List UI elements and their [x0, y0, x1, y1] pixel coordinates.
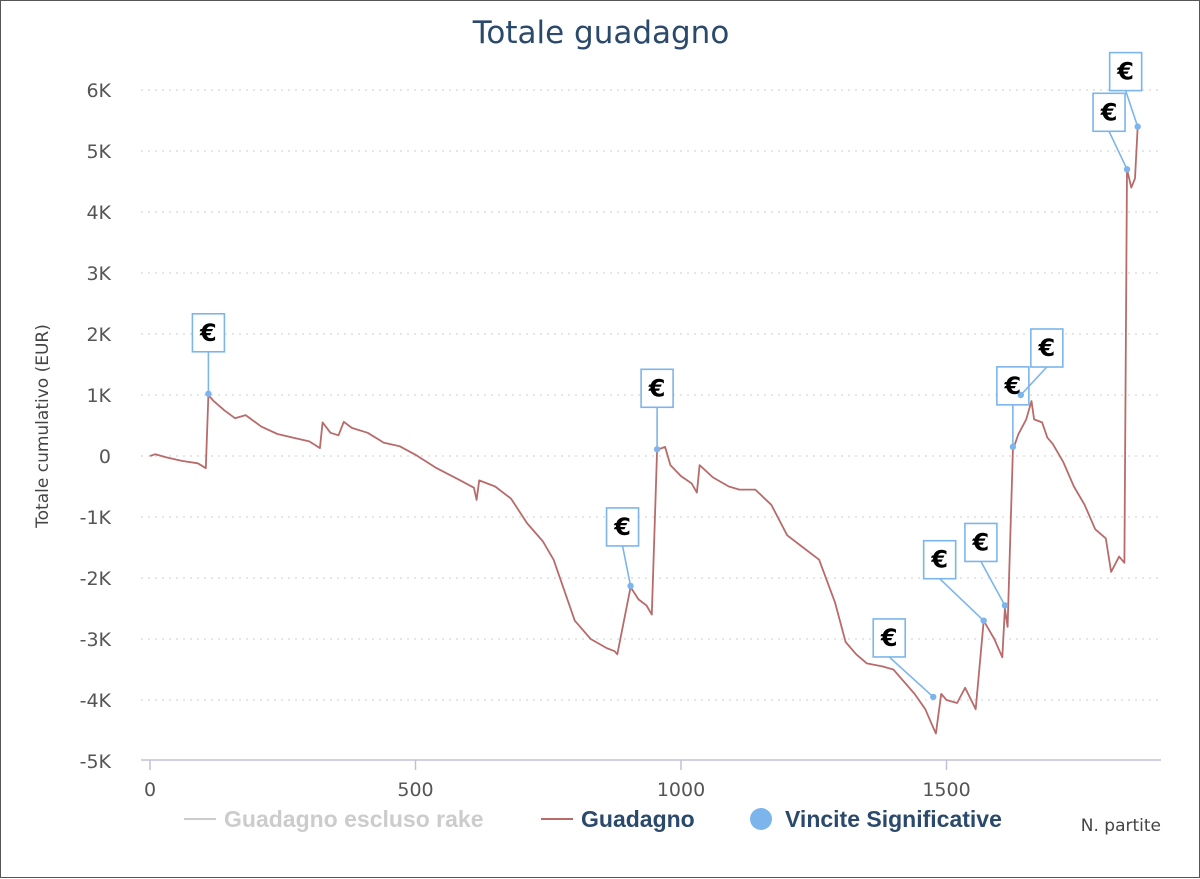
win-flag[interactable]: [1092, 92, 1126, 133]
win-flag[interactable]: [922, 539, 957, 580]
win-flag-label: €: [930, 546, 948, 574]
win-flag-label: €: [1004, 372, 1022, 400]
x-tick-label: 1000: [657, 779, 705, 801]
y-tick-label: 1K: [86, 385, 111, 407]
legend-symbol-dot: [750, 808, 772, 830]
win-point[interactable]: [205, 390, 212, 397]
x-axis-label: N. partite: [1081, 816, 1161, 836]
y-tick-label: 4K: [86, 202, 111, 224]
win-point[interactable]: [1001, 602, 1009, 609]
y-tick-label: 6K: [86, 80, 111, 102]
y-tick-label: -5K: [80, 751, 112, 773]
win-flag-label: €: [880, 624, 898, 652]
win-connector: [939, 578, 985, 622]
win-point[interactable]: [930, 693, 937, 701]
y-tick-label: 2K: [86, 324, 111, 346]
win-point[interactable]: [1134, 123, 1141, 130]
win-flag-label: €: [648, 374, 666, 402]
win-connector: [1108, 130, 1128, 170]
y-tick-label: -1K: [80, 507, 112, 529]
win-point[interactable]: [980, 617, 987, 624]
win-point[interactable]: [627, 582, 634, 590]
y-tick-label: 5K: [86, 141, 111, 163]
y-tick-label: -3K: [80, 629, 112, 651]
win-flag-label: €: [1037, 334, 1055, 362]
legend-item-label[interactable]: Guadagno: [581, 806, 695, 832]
y-axis-label: Totale cumulativo (EUR): [33, 324, 53, 529]
win-flag[interactable]: [872, 618, 907, 658]
legend-item-label[interactable]: Guadagno escluso rake: [224, 806, 483, 832]
win-flag-label: €: [199, 319, 217, 347]
y-tick-label: 0: [99, 446, 111, 468]
win-point[interactable]: [1017, 391, 1025, 399]
win-flag-label: €: [1100, 98, 1118, 126]
win-flag-label: €: [972, 528, 990, 556]
win-flag[interactable]: [640, 368, 674, 409]
x-tick-label: 500: [397, 779, 433, 801]
win-flag[interactable]: [191, 312, 226, 353]
win-flag[interactable]: [1030, 328, 1064, 368]
win-connector: [1020, 366, 1048, 396]
win-point[interactable]: [653, 446, 661, 453]
win-point[interactable]: [1123, 166, 1131, 173]
x-tick-label: 0: [144, 779, 156, 801]
win-connector: [888, 656, 934, 698]
y-tick-label: -4K: [80, 690, 112, 712]
win-flag-label: €: [1116, 58, 1134, 86]
legend-item-label[interactable]: Vincite Significative: [785, 806, 1002, 832]
win-connector: [980, 561, 1006, 606]
y-tick-label: 3K: [86, 263, 111, 285]
chart-title: Totale guadagno: [472, 15, 730, 51]
series-line-guadagno[interactable]: [149, 126, 1139, 735]
win-flag[interactable]: [1108, 51, 1143, 92]
win-flag[interactable]: [605, 507, 640, 547]
win-connector: [1124, 90, 1139, 127]
win-connector: [621, 545, 632, 587]
win-flag[interactable]: [964, 522, 998, 563]
win-flag-label: €: [613, 513, 631, 541]
y-tick-label: -2K: [80, 568, 112, 590]
x-tick-label: 1500: [922, 779, 970, 801]
win-point[interactable]: [1009, 443, 1017, 451]
